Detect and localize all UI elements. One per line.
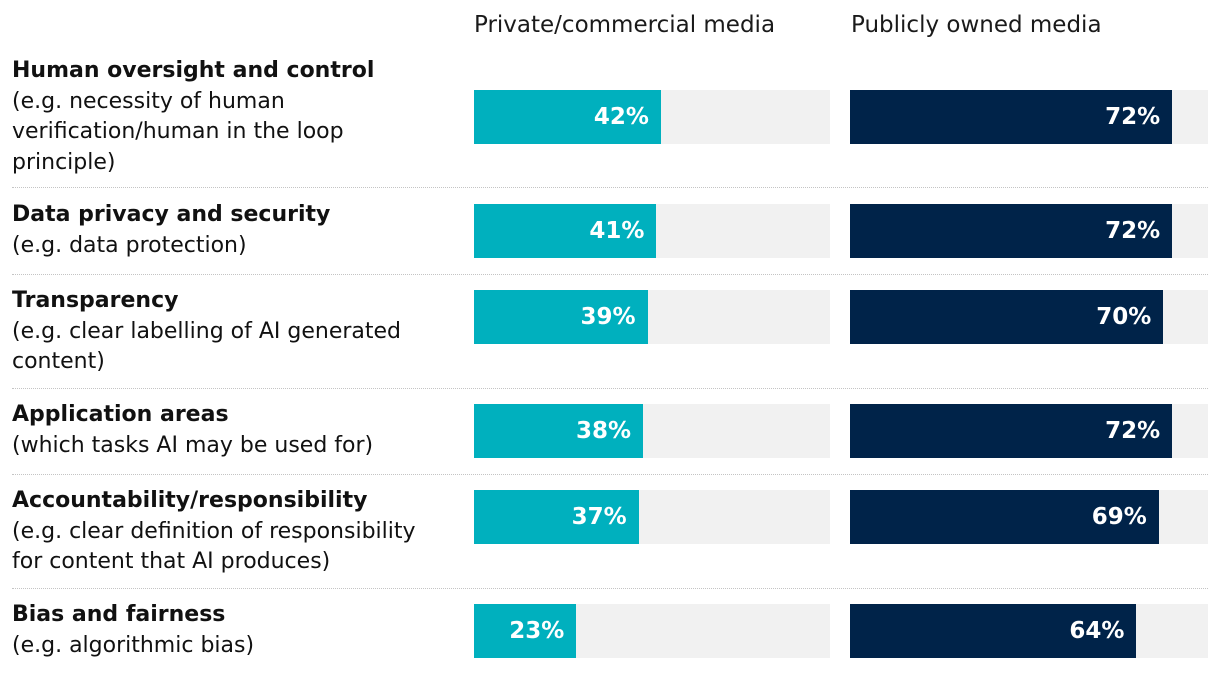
data-label: 23%: [509, 618, 565, 644]
bar: 37%: [474, 490, 639, 544]
category-label: Data privacy and security (e.g. data prot…: [12, 200, 452, 261]
category-label: Accountability/responsibility (e.g. clear…: [12, 486, 452, 578]
data-label: 41%: [589, 218, 645, 244]
bar-track: 64%: [850, 604, 1208, 658]
bar: 42%: [474, 90, 661, 144]
bar-track: 39%: [474, 290, 830, 344]
row-divider: [12, 474, 1208, 475]
bar-track: 41%: [474, 204, 830, 258]
category-label: Bias and fairness (e.g. algorithmic bias): [12, 600, 452, 661]
category-label: Transparency (e.g. clear labelling of AI …: [12, 286, 452, 378]
row-divider: [12, 388, 1208, 389]
bar-track: 70%: [850, 290, 1208, 344]
bar-track: 72%: [850, 204, 1208, 258]
category-title: Bias and fairness: [12, 602, 226, 627]
category-title: Application areas: [12, 402, 229, 427]
data-label: 72%: [1105, 218, 1161, 244]
category-description: (e.g. clear labelling of AI generated co…: [12, 318, 402, 375]
category-description: (which tasks AI may be used for): [12, 432, 374, 458]
data-label: 72%: [1105, 418, 1161, 444]
row-divider: [12, 274, 1208, 275]
bar-track: 42%: [474, 90, 830, 144]
category-description: (e.g. data protection): [12, 232, 247, 258]
data-label: 38%: [576, 418, 632, 444]
bar: 72%: [850, 90, 1173, 144]
category-description: (e.g. necessity of human verification/hu…: [12, 88, 344, 175]
bar-track: 72%: [850, 90, 1208, 144]
bar-track: 37%: [474, 490, 830, 544]
bar: 39%: [474, 290, 648, 344]
data-label: 69%: [1091, 504, 1147, 530]
data-label: 70%: [1096, 304, 1152, 330]
category-title: Data privacy and security: [12, 202, 331, 227]
data-label: 72%: [1105, 104, 1161, 130]
bar-track: 23%: [474, 604, 830, 658]
bar: 23%: [474, 604, 577, 658]
category-title: Transparency: [12, 288, 179, 313]
row-divider: [12, 187, 1208, 188]
data-label: 39%: [580, 304, 636, 330]
bar: 38%: [474, 404, 644, 458]
bar: 41%: [474, 204, 657, 258]
category-description: (e.g. clear definition of responsibility…: [12, 518, 416, 575]
category-title: Human oversight and control: [12, 58, 375, 83]
category-title: Accountability/responsibility: [12, 488, 368, 513]
data-label: 37%: [571, 504, 627, 530]
bar: 70%: [850, 290, 1164, 344]
bar: 72%: [850, 404, 1173, 458]
data-label: 42%: [593, 104, 649, 130]
series-header-public: Publicly owned media: [851, 12, 1102, 38]
bar-track: 38%: [474, 404, 830, 458]
category-description: (e.g. algorithmic bias): [12, 632, 255, 658]
bar-track: 72%: [850, 404, 1208, 458]
bar: 69%: [850, 490, 1159, 544]
category-label: Application areas (which tasks AI may be …: [12, 400, 452, 461]
row-divider: [12, 588, 1208, 589]
bar-track: 69%: [850, 490, 1208, 544]
data-label: 64%: [1069, 618, 1125, 644]
bar: 64%: [850, 604, 1137, 658]
category-label: Human oversight and control (e.g. necessi…: [12, 56, 452, 178]
series-header-private: Private/commercial media: [474, 12, 776, 38]
bar: 72%: [850, 204, 1173, 258]
